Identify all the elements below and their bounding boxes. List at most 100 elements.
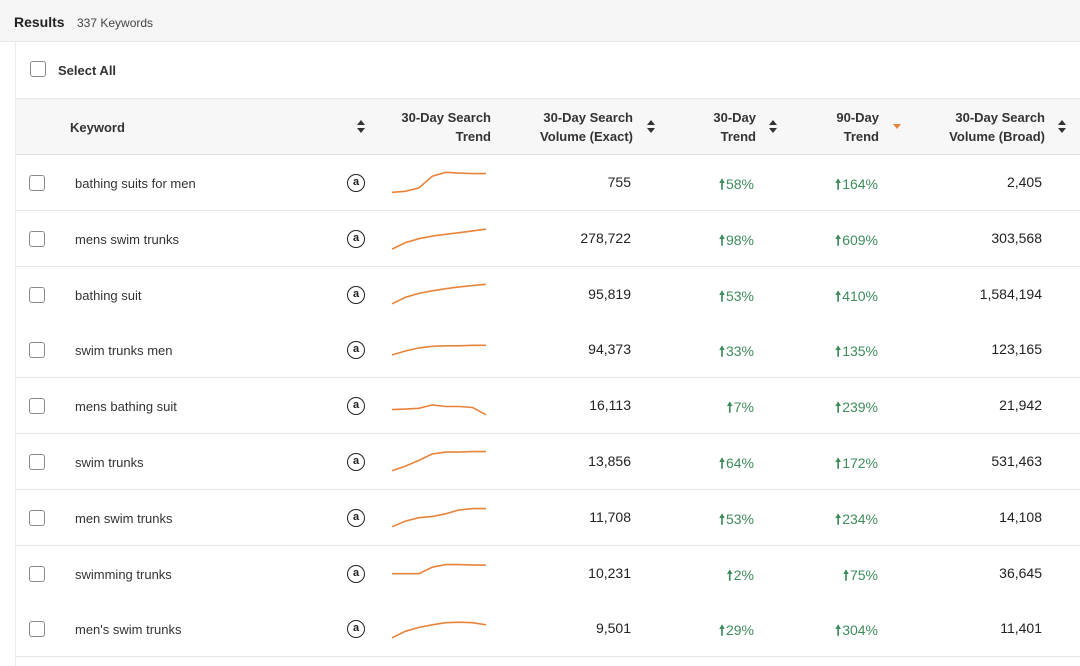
up-arrow-icon: 🠕 [835,399,842,416]
sparkline-path [391,228,487,250]
search-trend-sparkline [391,171,486,194]
up-arrow-icon: 🠕 [835,231,842,248]
sparkline-path [391,507,486,528]
table-row[interactable]: swim trunks a 13,856 🠕64% 🠕172% 531,463 [16,434,1080,490]
keyword-text[interactable]: mens bathing suit [75,399,177,415]
keyword-text[interactable]: swimming trunks [75,566,172,582]
volume-broad-value: 123,165 [991,341,1042,358]
row-checkbox[interactable] [29,175,45,191]
up-arrow-icon: 🠕 [835,622,842,639]
row-checkbox[interactable] [29,342,45,359]
table-row[interactable]: bathing suit a 95,819 🠕53% 🠕410% 1,584,194 [16,266,1080,323]
search-trend-sparkline [391,283,487,305]
keyword-count: 337 Keywords [77,16,154,30]
search-trend-sparkline [391,621,487,639]
sort-volume-exact-icon[interactable] [647,120,655,134]
volume-exact-value: 16,113 [589,397,631,414]
trend-90-value: 🠕609% [835,231,878,248]
row-checkbox[interactable] [29,565,45,582]
trend-30-value: 🠕53% [718,510,754,527]
trend-90-value: 🠕304% [835,622,878,639]
trend-30-value: 🠕29% [718,622,754,639]
volume-broad-value: 14,108 [999,508,1042,525]
search-trend-sparkline [391,228,487,250]
keyword-text[interactable]: bathing suits for men [75,176,196,191]
column-volume-exact[interactable]: 30-Day Search Volume (Exact) [540,110,633,144]
sort-keyword-icon[interactable] [357,120,365,134]
table-row[interactable]: swimming trunks a 10,231 🠕2% 🠕75% 36,645 [16,545,1080,602]
select-all-row: Select All [16,42,1080,99]
keyword-text[interactable]: swim trunks men [75,343,173,359]
row-checkbox[interactable] [29,286,45,303]
select-all-checkbox[interactable] [30,61,46,77]
keyword-text[interactable]: mens swim trunks [75,231,180,247]
table-row[interactable]: bathing suits for men a 755 🠕58% 🠕164% 2,405 [16,155,1080,211]
up-arrow-icon: 🠕 [718,287,725,304]
column-search-trend[interactable]: 30-Day Search Trend [401,110,491,144]
search-trend-sparkline [391,507,486,528]
amazon-icon[interactable]: a [347,564,365,583]
up-arrow-icon: 🠕 [718,510,725,527]
results-header: Results 337 Keywords [0,0,1080,42]
amazon-icon[interactable]: a [347,620,365,639]
trend-90-value: 🠕410% [835,287,878,304]
volume-broad-value: 2,405 [1006,174,1042,190]
table-row[interactable]: mens swim trunks a 278,722 🠕98% 🠕609% 303,568 [16,210,1080,267]
sort-trend-90-desc-icon[interactable] [893,124,901,130]
column-trend-30[interactable]: 30-Day Trend [713,110,756,144]
trend-90-value: 🠕75% [842,566,878,583]
column-volume-broad[interactable]: 30-Day Search Volume (Broad) [949,110,1045,144]
volume-exact-value: 94,373 [588,341,631,358]
keyword-text[interactable]: bathing suit [75,287,142,303]
trend-30-value: 🠕98% [718,231,754,248]
trend-90-value: 🠕135% [835,343,878,360]
table-header: Keyword 30-Day Search Trend 30-Day Searc… [16,99,1080,155]
keyword-text[interactable]: men's swim trunks [75,622,182,638]
keyword-text[interactable]: swim trunks [75,455,144,470]
amazon-icon[interactable]: a [347,341,365,360]
keyword-text[interactable]: men swim trunks [75,510,173,526]
sparkline-path [391,404,487,416]
volume-broad-value: 303,568 [991,229,1042,246]
amazon-icon[interactable]: a [347,453,365,471]
column-trend-90[interactable]: 90-Day Trend [836,110,879,144]
row-checkbox[interactable] [29,621,45,638]
row-checkbox[interactable] [29,509,45,526]
sort-trend-30-icon[interactable] [769,120,777,134]
volume-broad-value: 11,401 [1000,620,1042,637]
volume-exact-value: 755 [607,174,631,190]
table-row[interactable]: swim trunks men a 94,373 🠕33% 🠕135% 123,165 [16,322,1080,379]
sparkline-path [391,283,487,305]
up-arrow-icon: 🠕 [835,510,842,527]
trend-90-value: 🠕239% [835,399,878,416]
row-checkbox[interactable] [29,454,45,470]
amazon-icon[interactable]: a [347,229,365,248]
column-keyword[interactable]: Keyword [70,120,125,135]
up-arrow-icon: 🠕 [835,343,842,360]
table-row[interactable]: mens bathing suit a 16,113 🠕7% 🠕239% 21,942 [16,378,1080,435]
volume-broad-value: 1,584,194 [979,285,1042,302]
sort-volume-broad-icon[interactable] [1058,120,1066,134]
table-row[interactable]: men's swim trunks a 9,501 🠕29% 🠕304% 11,401 [16,601,1080,658]
up-arrow-icon: 🠕 [718,343,725,360]
amazon-icon[interactable]: a [347,508,365,527]
select-all-label: Select All [58,63,117,78]
row-checkbox[interactable] [29,230,45,247]
row-checkbox[interactable] [29,398,45,415]
volume-exact-value: 10,231 [588,564,631,581]
trend-90-value: 🠕164% [835,176,878,192]
up-arrow-icon: 🠕 [835,176,842,192]
sparkline-path [391,344,486,357]
search-trend-sparkline [391,404,487,416]
up-arrow-icon: 🠕 [726,566,733,583]
amazon-icon[interactable]: a [347,174,365,192]
volume-exact-value: 9,501 [595,620,631,637]
search-trend-sparkline [391,450,486,472]
trend-30-value: 🠕33% [718,343,754,360]
amazon-icon[interactable]: a [347,397,365,416]
amazon-icon[interactable]: a [347,285,365,304]
up-arrow-icon: 🠕 [718,622,725,639]
table-row[interactable]: men swim trunks a 11,708 🠕53% 🠕234% 14,108 [16,489,1080,546]
results-title: Results [14,14,65,30]
trend-30-value: 🠕53% [718,287,754,304]
